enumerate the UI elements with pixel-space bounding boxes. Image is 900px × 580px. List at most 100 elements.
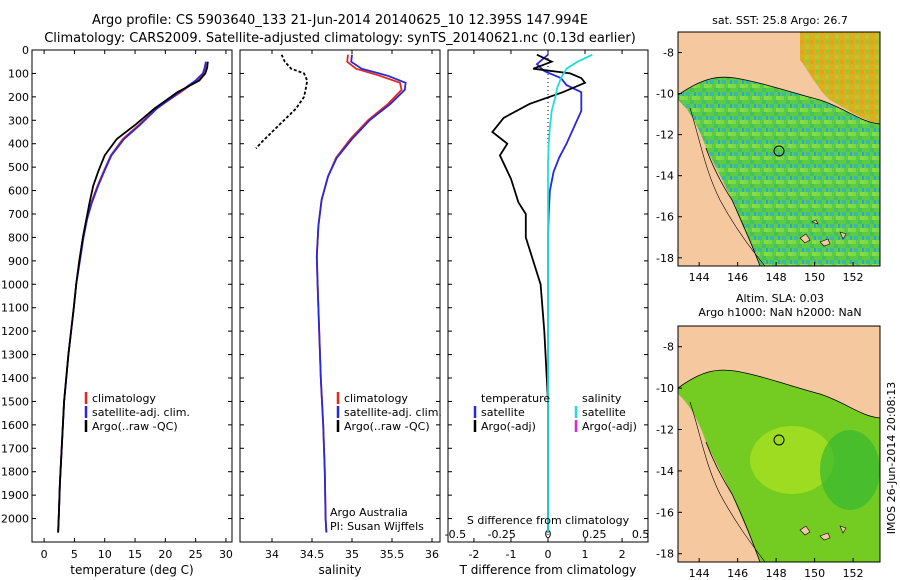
sla-high-anomaly	[750, 426, 834, 494]
difference-depth-ticks	[448, 49, 648, 520]
x-tick-label: 20	[158, 548, 172, 561]
map-x-tick-label: 146	[727, 271, 748, 284]
legend-label-sal-satellite: satellite	[582, 406, 626, 419]
bathymetry-contour	[689, 401, 766, 562]
x-tick-label: 2	[619, 548, 626, 561]
sla-map-latitude-axis: -8 -10 -12 -14 -16 -18	[656, 341, 682, 561]
temperature-xlabel: temperature (deg C)	[70, 563, 193, 577]
annotation-pi: PI: Susan Wijffels	[330, 520, 424, 533]
series-line-satellite-adj-clim-	[315, 54, 407, 533]
x-tick-label: 0	[41, 548, 48, 561]
islands	[799, 219, 847, 247]
s-diff-tick-label: -0.25	[487, 528, 515, 541]
x-tick-label: 0	[545, 548, 552, 561]
y-tick-label: 600	[8, 185, 29, 198]
legend-label-argo: Argo(..raw -QC)	[92, 420, 178, 433]
map-x-tick-label: 150	[804, 567, 825, 580]
x-tick-label: -2	[468, 548, 479, 561]
y-tick-label: 2000	[1, 513, 29, 526]
legend-label-argo: Argo(..raw -QC)	[344, 420, 430, 433]
sla-map-title-line2: Argo h1000: NaN h2000: NaN	[698, 306, 861, 319]
map-y-tick-label: -14	[656, 465, 674, 478]
salinity-panel: 34 34.5 35 35.5 36 salinity climatology sate…	[239, 49, 442, 577]
y-tick-label: 1600	[1, 419, 29, 432]
s-diff-tick-label: 0.5	[632, 528, 650, 541]
salinity-difference-axis: -0.5-0.2500.250.5	[445, 528, 650, 541]
x-tick-label: 34	[265, 548, 279, 561]
annotation-argo-australia: Argo Australia	[330, 506, 408, 519]
header-line2: Climatology: CARS2009. Satellite-adjuste…	[44, 31, 636, 46]
salinity-xlabel: salinity	[318, 563, 361, 577]
temperature-series	[57, 61, 209, 533]
salinity-legend: climatology satellite-adj. clim. Argo(..…	[336, 392, 442, 433]
map-y-tick-label: -12	[656, 424, 674, 437]
sla-map-longitude-axis: 144 146 148 150 152	[689, 558, 864, 580]
sla-map-title-line1: Altim. SLA: 0.03	[736, 292, 824, 305]
y-tick-label: 0	[22, 44, 29, 57]
sst-map-title: sat. SST: 25.8 Argo: 26.7	[712, 14, 848, 27]
map-y-tick-label: -14	[656, 170, 674, 183]
series-line-satellite-adj-clim-	[57, 61, 207, 533]
y-tick-label: 300	[8, 114, 29, 127]
x-tick-label: 30	[219, 548, 233, 561]
bathymetry-contour	[689, 107, 766, 266]
series-line-argo-raw-qc-	[57, 61, 209, 533]
x-tick-label: 36	[425, 548, 439, 561]
sla-low-anomaly	[820, 430, 880, 510]
legend-salinity-heading: salinity	[582, 392, 622, 405]
sst-map-canvas	[678, 32, 880, 266]
series-line-temperature-argo-adj-	[491, 53, 587, 533]
legend-label-temp-argo: Argo(-adj)	[481, 420, 536, 433]
x-tick-label: 35.5	[380, 548, 405, 561]
sla-map-canvas	[678, 326, 880, 562]
map-y-tick-label: -12	[656, 129, 674, 142]
y-tick-label: 1800	[1, 466, 29, 479]
map-y-tick-label: -8	[663, 47, 674, 60]
t-difference-label: T difference from climatology	[459, 563, 637, 577]
x-tick-label: 1	[582, 548, 589, 561]
x-tick-label: -1	[505, 548, 516, 561]
s-diff-tick-label: 0.25	[582, 528, 607, 541]
salinity-series	[255, 54, 407, 533]
y-tick-label: 1900	[1, 489, 29, 502]
sea-region	[678, 77, 880, 266]
y-tick-label: 1100	[1, 302, 29, 315]
sla-map-frame	[677, 325, 881, 563]
y-tick-label: 1700	[1, 442, 29, 455]
legend-label-sal-argo: Argo(-adj)	[582, 420, 637, 433]
sst-map-longitude-axis: 144 146 148 150 152	[689, 262, 864, 284]
s-diff-tick-label: -0.5	[445, 528, 466, 541]
y-tick-label: 100	[8, 67, 29, 80]
difference-x-axis: -2 -1 0 1 2	[468, 50, 626, 561]
sst-map: sat. SST: 25.8 Argo: 26.7	[656, 14, 881, 284]
salinity-axes-frame	[239, 49, 441, 543]
islands	[799, 525, 847, 541]
map-y-tick-label: -18	[656, 548, 674, 561]
map-x-tick-label: 152	[843, 567, 864, 580]
map-x-tick-label: 144	[689, 271, 710, 284]
series-line-argo-raw-qc-	[255, 54, 309, 150]
coastline	[678, 369, 880, 562]
x-tick-label: 35	[345, 548, 359, 561]
y-tick-label: 500	[8, 161, 29, 174]
y-tick-label: 800	[8, 231, 29, 244]
map-x-tick-label: 150	[804, 271, 825, 284]
temperature-panel: 0100200300400500600700800900100011001200…	[1, 44, 233, 577]
sst-map-latitude-axis: -8 -10 -12 -14 -16 -18	[656, 47, 682, 265]
y-tick-label: 900	[8, 255, 29, 268]
difference-legend: temperature satellite Argo(-adj) salinit…	[473, 392, 637, 433]
map-y-tick-label: -10	[656, 382, 674, 395]
map-y-tick-label: -16	[656, 211, 674, 224]
map-y-tick-label: -18	[656, 252, 674, 265]
difference-panel: -2 -1 0 1 2 -0.5 -0.25 0 0.25 0.5 S difference f…	[445, 49, 650, 577]
legend-label-satellite: satellite-adj. clim.	[344, 406, 442, 419]
x-tick-label: 5	[71, 548, 78, 561]
map-y-tick-label: -10	[656, 88, 674, 101]
sst-map-frame	[677, 31, 881, 267]
imos-timestamp: IMOS 26-Jun-2014 20:08:13	[885, 382, 898, 535]
x-tick-label: 15	[128, 548, 142, 561]
series-line-temperature-satellite	[535, 54, 583, 533]
legend-label-temp-satellite: satellite	[481, 406, 525, 419]
y-tick-label: 1500	[1, 395, 29, 408]
